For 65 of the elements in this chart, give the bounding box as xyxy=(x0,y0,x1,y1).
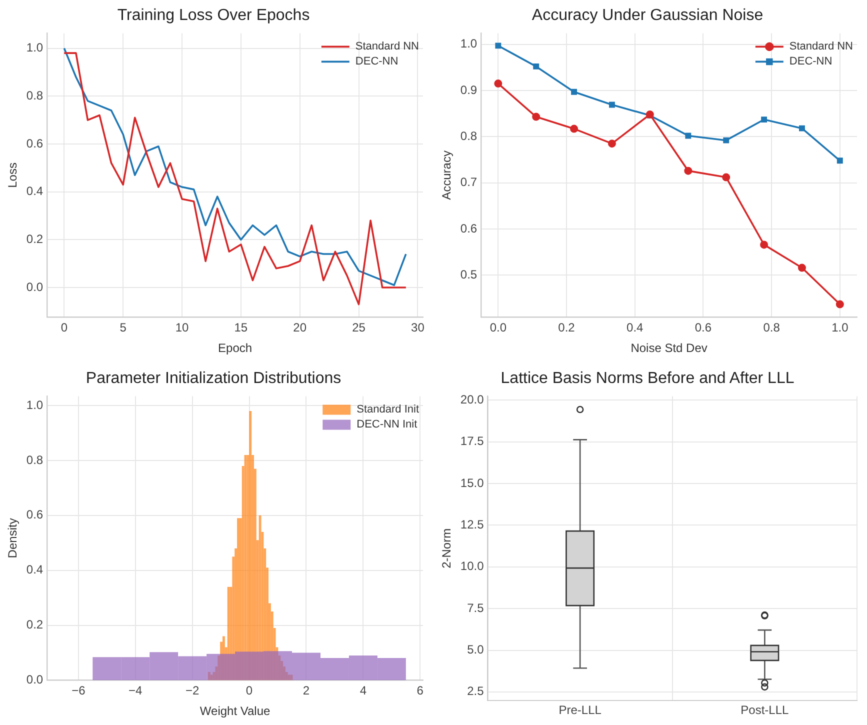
y-tick-label: 1.0 xyxy=(26,398,44,412)
y-tick-label: 1.0 xyxy=(26,40,44,55)
x-tick-label: Pre-LLL xyxy=(558,703,602,718)
x-tick-label: 4 xyxy=(360,684,367,698)
chart-title: Parameter Initialization Distributions xyxy=(86,370,342,388)
y-tick-label: 0.8 xyxy=(26,88,44,102)
y-tick-label: 2.5 xyxy=(467,684,484,698)
legend-label: DEC-NN xyxy=(355,56,398,68)
y-tick-label: 0.0 xyxy=(26,672,44,687)
x-tick-label: 15 xyxy=(234,320,248,335)
x-axis-title: Epoch xyxy=(218,341,252,356)
x-tick-label: 0.2 xyxy=(558,320,576,335)
x-tick-label: 10 xyxy=(175,320,190,335)
y-tick-label: 17.5 xyxy=(460,434,484,448)
chart-title: Training Loss Over Epochs xyxy=(117,7,310,24)
y-tick-label: 10.0 xyxy=(460,559,484,574)
y-tick-label: 7.5 xyxy=(467,600,484,615)
x-tick-label: −2 xyxy=(185,684,200,698)
legend-label: DEC-NN xyxy=(789,56,832,68)
y-tick-label: 5.0 xyxy=(467,642,484,657)
chart-title: Lattice Basis Norms Before and After LLL xyxy=(500,370,794,388)
x-axis-title: Noise Std Dev xyxy=(630,341,708,356)
y-tick-label: 20.0 xyxy=(460,392,484,407)
x-tick-label: 2 xyxy=(302,684,310,698)
x-tick-label: 30 xyxy=(411,320,425,335)
y-tick-label: 0.6 xyxy=(460,221,478,236)
y-tick-label: 0.8 xyxy=(460,128,478,143)
y-tick-label: 1.0 xyxy=(460,36,478,51)
y-tick-label: 0.4 xyxy=(26,184,44,198)
x-tick-label: 20 xyxy=(293,320,307,335)
y-tick-label: 0.7 xyxy=(460,175,478,190)
x-tick-label: 6 xyxy=(416,684,424,698)
y-tick-label: 0.5 xyxy=(460,267,478,282)
y-axis-title: Loss xyxy=(6,162,20,188)
x-tick-label: 1.0 xyxy=(832,320,849,335)
y-tick-label: 0.0 xyxy=(26,280,44,294)
y-tick-label: 0.4 xyxy=(26,562,44,577)
legend-label: DEC-NN Init xyxy=(356,418,418,431)
x-tick-label: −4 xyxy=(128,684,143,698)
y-axis-title: 2-Norm xyxy=(440,528,454,568)
y-tick-label: 0.2 xyxy=(26,232,44,246)
x-tick-label: 0.6 xyxy=(694,320,712,335)
y-tick-label: 12.5 xyxy=(460,518,484,532)
y-tick-label: 0.9 xyxy=(460,82,478,97)
x-tick-label: 25 xyxy=(352,320,366,335)
x-tick-label: 0 xyxy=(246,684,253,698)
x-tick-label: Post-LLL xyxy=(740,703,790,718)
x-tick-label: 5 xyxy=(120,320,127,335)
y-tick-label: 0.2 xyxy=(26,618,44,632)
legend-label: Standard Init xyxy=(356,404,419,416)
x-tick-label: 0.4 xyxy=(626,320,644,335)
x-tick-label: 0.0 xyxy=(490,320,507,335)
y-tick-label: 0.6 xyxy=(26,508,44,522)
legend-label: Standard NN xyxy=(355,40,420,53)
x-axis-title: Weight Value xyxy=(200,704,270,718)
y-axis-title: Accuracy xyxy=(440,150,454,200)
chart-title: Accuracy Under Gaussian Noise xyxy=(532,7,764,24)
y-axis-title: Density xyxy=(6,518,20,558)
x-tick-label: 0 xyxy=(60,320,68,335)
y-tick-label: 0.8 xyxy=(26,452,44,467)
legend-label: Standard NN xyxy=(789,40,854,53)
x-tick-label: −6 xyxy=(72,684,86,698)
y-tick-label: 0.6 xyxy=(26,136,44,150)
y-tick-label: 15.0 xyxy=(460,476,484,490)
x-tick-label: 0.8 xyxy=(763,320,780,335)
